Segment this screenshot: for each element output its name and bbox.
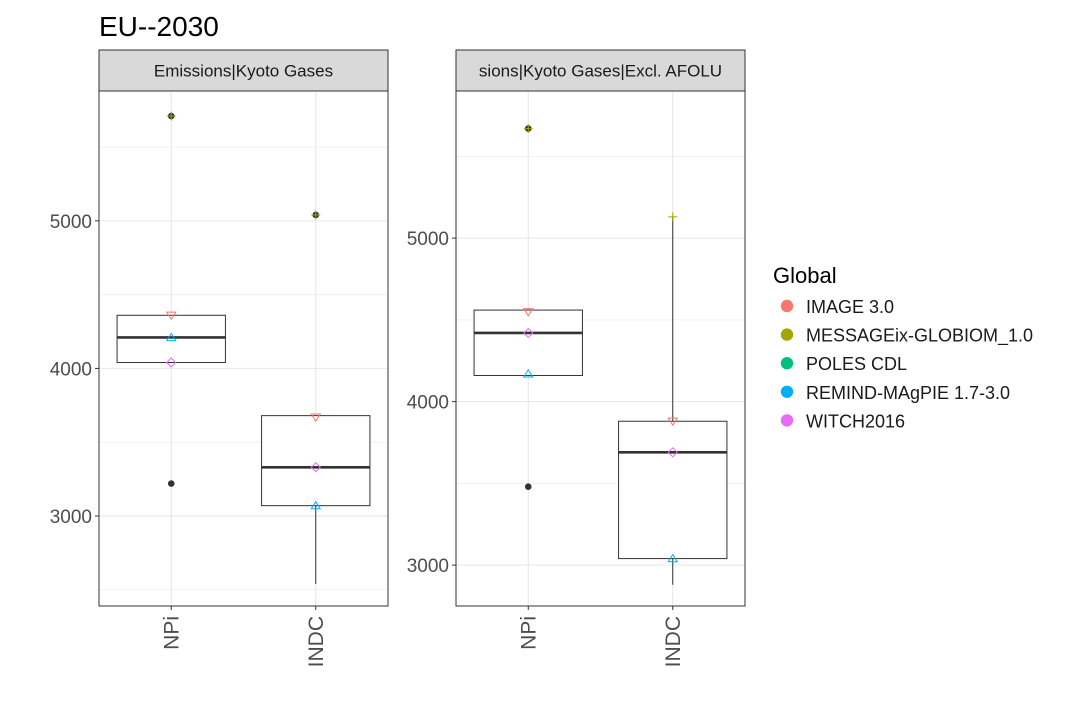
- box-npi: [473, 125, 583, 490]
- model-point: [523, 327, 534, 339]
- legend-entry: WITCH2016: [780, 411, 905, 431]
- y-tick-label: 5000: [50, 212, 92, 233]
- model-point: [523, 124, 533, 134]
- model-point: [311, 210, 321, 220]
- legend-label: MESSAGEix-GLOBIOM_1.0: [806, 326, 1033, 347]
- panel-2: sions|Kyoto Gases|Excl. AFOLU 3000 4000 500…: [407, 49, 746, 667]
- legend-key: [780, 299, 794, 313]
- model-point: [667, 417, 679, 427]
- facet-strip-label: Emissions|Kyoto Gases: [154, 62, 333, 81]
- box-indc: [618, 216, 728, 585]
- legend-title: Global: [773, 263, 837, 288]
- panel-1: Emissions|Kyoto Gases 3000 4000 5000 NPi INDC: [50, 49, 389, 667]
- model-point: [310, 500, 322, 510]
- box-iqr: [618, 420, 728, 560]
- model-point: [667, 447, 678, 458]
- model-point: [165, 332, 177, 342]
- x-tick-label: INDC: [305, 616, 328, 667]
- y-tick-label: 4000: [50, 359, 92, 380]
- facet-strip-label: sions|Kyoto Gases|Excl. AFOLU: [479, 62, 722, 81]
- box-iqr: [473, 309, 583, 376]
- x-tick-label: INDC: [662, 616, 685, 667]
- model-point: [668, 212, 678, 222]
- legend-label: WITCH2016: [806, 411, 905, 431]
- box-npi: [116, 112, 226, 487]
- model-point: [166, 111, 176, 121]
- y-tick-label: 3000: [407, 556, 449, 577]
- model-point: [310, 462, 321, 473]
- legend-key: [780, 385, 794, 398]
- legend: Global IMAGE 3.0 MESSAGEix-GLOBIOM_1.0 POLE…: [773, 263, 1033, 431]
- panel-border: [98, 90, 389, 607]
- model-point: [310, 413, 322, 423]
- outlier-point: [524, 483, 532, 490]
- model-point: [522, 368, 534, 378]
- legend-label: REMIND-MAgPIE 1.7-3.0: [806, 383, 1010, 403]
- y-tick-label: 5000: [407, 229, 449, 250]
- x-tick-label: NPi: [160, 616, 183, 650]
- x-tick-label: NPi: [517, 616, 540, 650]
- y-tick-label: 3000: [50, 507, 92, 528]
- facet-strip: [98, 49, 389, 92]
- model-point: [166, 357, 177, 368]
- chart-title: EU--2030: [99, 11, 219, 42]
- outlier-point: [167, 480, 175, 487]
- panels-group: Emissions|Kyoto Gases 3000 4000 5000 NPi INDC…: [50, 49, 746, 667]
- legend-key: [780, 414, 794, 427]
- box-indc: [261, 211, 371, 584]
- legend-key: [780, 357, 794, 370]
- panel-border: [455, 90, 746, 607]
- legend-entry: IMAGE 3.0: [780, 297, 894, 317]
- model-point: [165, 311, 177, 321]
- model-point: [667, 553, 679, 563]
- legend-label: IMAGE 3.0: [806, 297, 894, 317]
- legend-key: [780, 328, 794, 341]
- legend-entry: POLES CDL: [780, 354, 907, 374]
- model-point: [522, 308, 534, 317]
- y-tick-label: 4000: [407, 393, 449, 414]
- legend-entry: MESSAGEix-GLOBIOM_1.0: [780, 326, 1033, 347]
- box-iqr: [116, 314, 226, 364]
- legend-entry: REMIND-MAgPIE 1.7-3.0: [780, 383, 1010, 403]
- box-iqr: [261, 415, 371, 507]
- legend-label: POLES CDL: [806, 354, 907, 374]
- facet-strip: [455, 49, 746, 92]
